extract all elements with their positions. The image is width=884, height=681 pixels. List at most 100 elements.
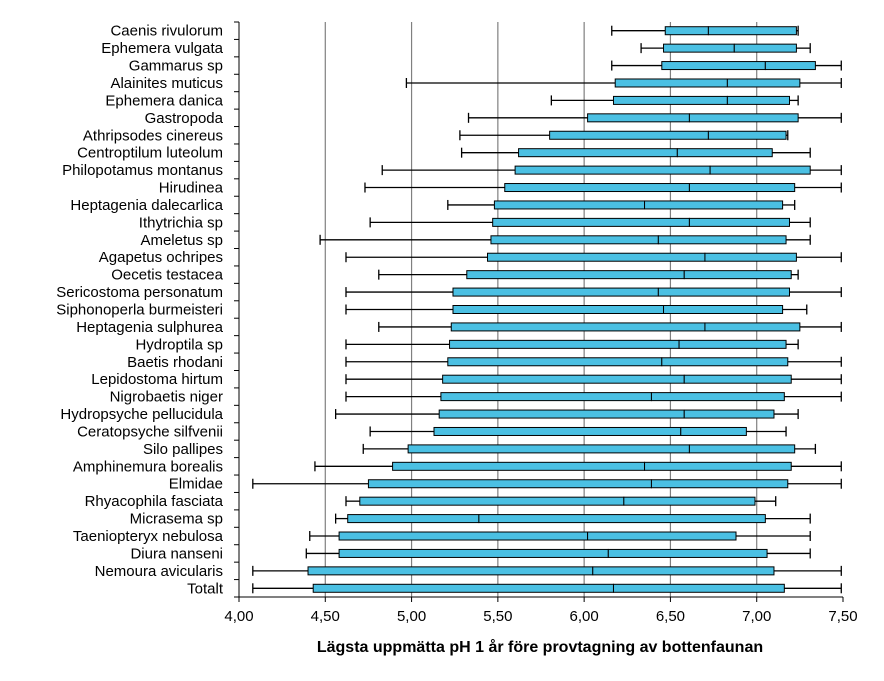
box-upper-32 xyxy=(612,583,785,593)
category-label-10: Heptagenia dalecarlica xyxy=(70,197,223,214)
box-upper-30 xyxy=(607,548,768,558)
category-label-6: Athripsodes cinereus xyxy=(83,127,223,144)
box-lower-17 xyxy=(450,322,706,332)
box-lower-23 xyxy=(433,426,682,436)
box-upper-12 xyxy=(657,235,787,245)
category-label-30: Diura nanseni xyxy=(130,545,223,562)
x-tick-label-6: 7,00 xyxy=(742,608,771,625)
box-upper-14 xyxy=(683,270,792,280)
box-lower-4 xyxy=(612,95,728,105)
category-label-27: Rhyacophila fasciata xyxy=(85,493,224,510)
box-lower-29 xyxy=(338,531,589,541)
category-label-31: Nemoura avicularis xyxy=(95,563,223,580)
box-lower-14 xyxy=(466,270,685,280)
category-label-7: Centroptilum luteolum xyxy=(77,145,223,162)
box-upper-25 xyxy=(644,461,792,471)
box-upper-4 xyxy=(726,95,791,105)
box-lower-25 xyxy=(392,461,646,471)
box-lower-0 xyxy=(664,26,709,36)
x-axis-ticks: 4,00 4,50 5,00 5,50 6,00 6,50 7,00 7,50 xyxy=(224,597,858,625)
x-tick-label-0: 4,00 xyxy=(224,608,253,625)
box-upper-16 xyxy=(663,305,784,314)
box-lower-5 xyxy=(587,113,690,123)
category-label-23: Ceratopsyche silfvenii xyxy=(77,423,223,440)
x-tick-label-7: 7,50 xyxy=(828,608,857,625)
box-upper-0 xyxy=(707,26,797,36)
box-lower-10 xyxy=(493,200,646,210)
box-lower-21 xyxy=(440,392,652,402)
box-upper-15 xyxy=(657,287,791,297)
box-lower-32 xyxy=(312,583,614,593)
category-label-16: Siphonoperla burmeisteri xyxy=(56,302,223,319)
plot-area-border xyxy=(234,21,843,598)
category-label-4: Ephemera danica xyxy=(105,92,223,109)
x-tick-label-5: 6,50 xyxy=(656,608,685,625)
box-upper-20 xyxy=(683,374,792,384)
box-lower-19 xyxy=(447,357,663,367)
box-upper-11 xyxy=(688,217,791,227)
box-lower-20 xyxy=(442,374,685,384)
box-lower-31 xyxy=(307,566,594,576)
box-upper-9 xyxy=(688,183,796,193)
box-lower-8 xyxy=(514,165,711,175)
box-upper-27 xyxy=(623,496,756,506)
category-label-32: Totalt xyxy=(187,580,224,597)
box-lower-12 xyxy=(490,235,659,245)
box-lower-6 xyxy=(549,130,709,140)
category-label-19: Baetis rhodani xyxy=(127,354,223,371)
box-lower-22 xyxy=(438,409,685,419)
category-label-0: Caenis rivulorum xyxy=(110,23,223,40)
box-upper-1 xyxy=(733,43,797,53)
category-label-28: Micrasema sp xyxy=(130,511,223,528)
box-lower-18 xyxy=(449,339,680,349)
box-upper-19 xyxy=(661,357,789,367)
category-label-14: Oecetis testacea xyxy=(111,267,223,284)
category-label-13: Agapetus ochripes xyxy=(99,249,223,266)
box-lower-30 xyxy=(338,548,609,558)
box-upper-23 xyxy=(680,426,747,436)
box-lower-24 xyxy=(407,444,690,454)
category-label-5: Gastropoda xyxy=(145,110,224,127)
category-label-24: Silo pallipes xyxy=(143,441,223,458)
box-upper-17 xyxy=(704,322,801,332)
category-label-2: Gammarus sp xyxy=(129,58,223,75)
box-lower-11 xyxy=(492,217,690,227)
box-upper-3 xyxy=(726,78,801,88)
box-lower-9 xyxy=(504,183,690,193)
box-lower-16 xyxy=(452,305,665,314)
category-label-12: Ameletus sp xyxy=(140,232,223,249)
box-lower-2 xyxy=(661,61,766,71)
category-label-3: Alainites muticus xyxy=(110,75,223,92)
box-upper-5 xyxy=(688,113,799,123)
category-label-11: Ithytrichia sp xyxy=(139,214,223,231)
box-lower-15 xyxy=(452,287,659,297)
box-upper-2 xyxy=(764,61,816,71)
box-upper-24 xyxy=(688,444,796,454)
category-label-25: Amphinemura borealis xyxy=(73,458,223,475)
category-label-29: Taeniopteryx nebulosa xyxy=(73,528,224,545)
category-label-20: Lepidostoma hirtum xyxy=(91,371,223,388)
box-upper-7 xyxy=(676,148,773,158)
x-axis-title: Lägsta uppmätta pH 1 år före provtagning… xyxy=(317,638,763,656)
x-tick-label-1: 4,50 xyxy=(311,608,340,625)
boxes xyxy=(307,26,816,593)
box-upper-21 xyxy=(650,392,785,402)
box-upper-28 xyxy=(478,514,766,524)
box-lower-3 xyxy=(614,78,728,88)
category-label-1: Ephemera vulgata xyxy=(101,40,223,57)
box-upper-13 xyxy=(704,252,797,262)
category-label-15: Sericostoma personatum xyxy=(56,284,223,301)
box-upper-29 xyxy=(587,531,737,541)
box-lower-7 xyxy=(518,148,678,158)
box-upper-6 xyxy=(707,130,787,140)
box-lower-26 xyxy=(367,479,652,489)
x-tick-label-2: 5,00 xyxy=(397,608,426,625)
box-upper-8 xyxy=(709,165,811,175)
category-label-18: Hydroptila sp xyxy=(135,336,223,353)
category-label-26: Elmidae xyxy=(169,476,223,493)
box-upper-31 xyxy=(592,566,775,576)
category-label-22: Hydropsyche pellucidula xyxy=(60,406,223,423)
